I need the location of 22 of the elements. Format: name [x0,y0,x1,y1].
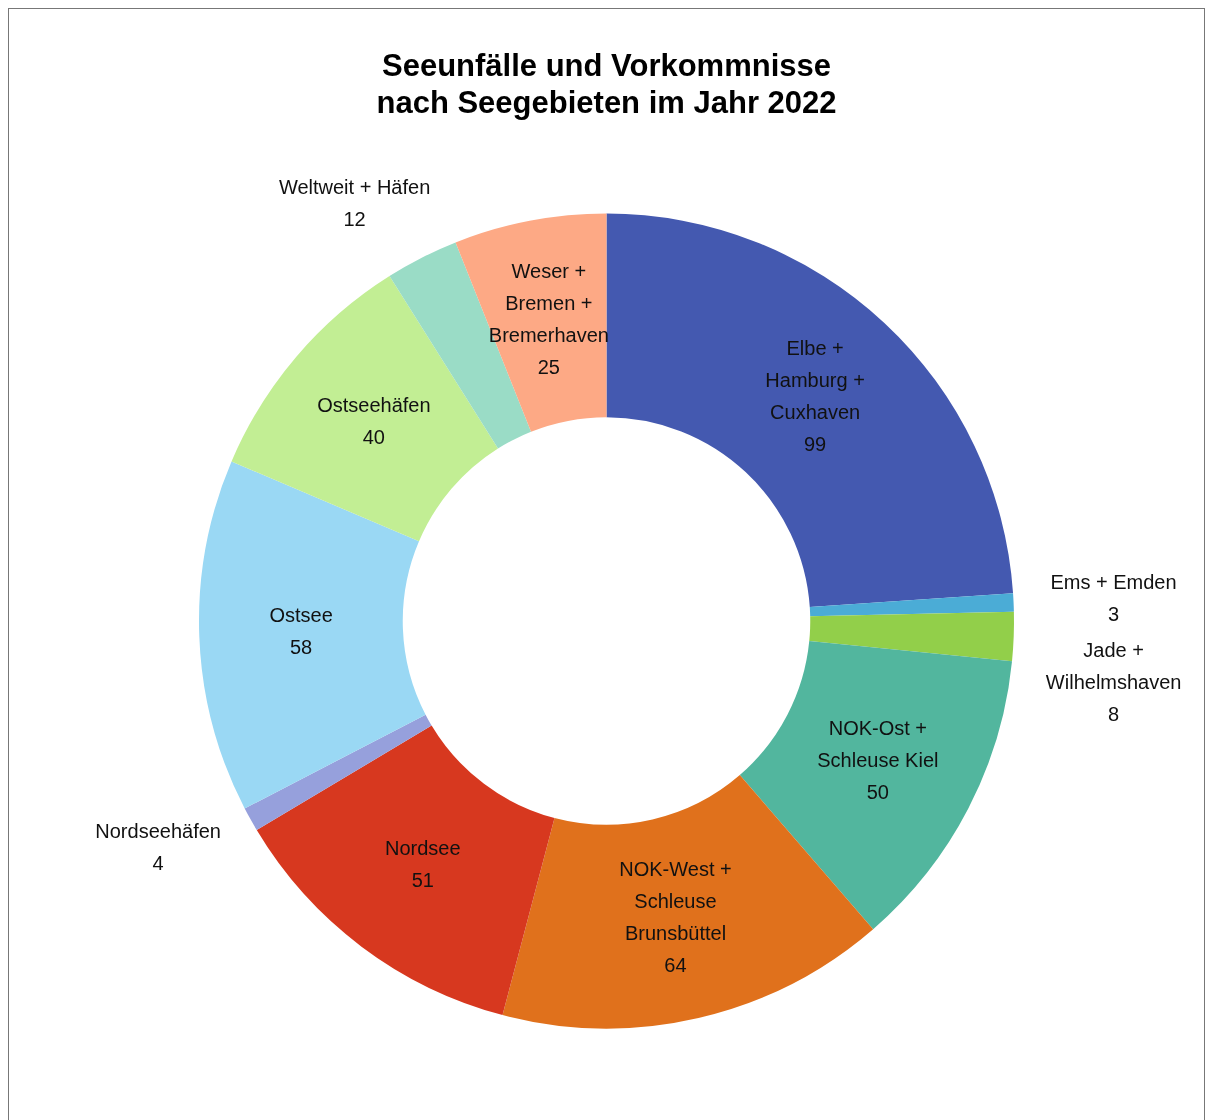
data-label: 12 [343,207,366,230]
data-label: 51 [411,868,434,891]
slice-label: Ostsee [269,604,333,627]
data-label: 4 [152,852,164,875]
slice-label: Nordsee [384,836,461,859]
slice-label: Jade + Wilhelmshaven [1045,639,1182,694]
slice-label: Ems + Emden [1050,571,1177,594]
data-label: 64 [664,954,687,977]
data-label: 58 [289,636,313,659]
slice-label: NOK-West + Schleuse Brunsbüttel [619,858,732,945]
slice-label: Ostseehäfen [317,394,431,417]
data-label: 50 [866,781,889,804]
data-label: 99 [803,433,827,456]
data-label: 40 [362,426,385,449]
chart-title: Seeunfälle und Vorkommnisse nach Seegebieten im Jahr 2022 [375,47,838,121]
data-label: 3 [1107,603,1120,626]
data-label: 25 [537,356,560,379]
slice-label: NOK-Ost + Schleuse Kiel [817,717,939,772]
slice-label: Nordseehäfen [95,820,221,843]
slice-label: Weltweit + Häfen [278,175,431,198]
slice-label: Elbe + Hamburg + Cuxhaven [765,337,865,424]
data-label: 8 [1108,703,1120,726]
